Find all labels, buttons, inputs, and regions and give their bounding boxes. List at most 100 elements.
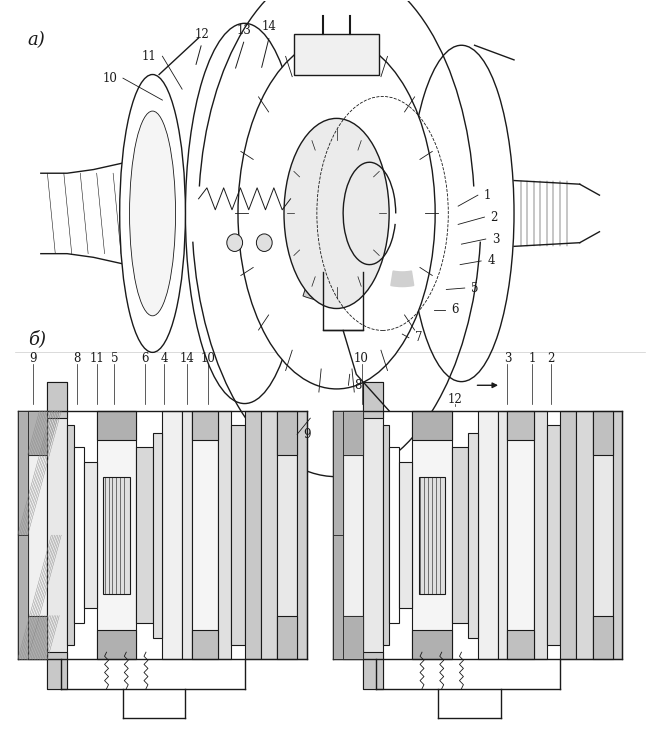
Text: 10: 10 bbox=[201, 352, 215, 365]
Text: 1: 1 bbox=[484, 189, 492, 202]
Bar bbox=[498, 411, 508, 659]
Bar bbox=[343, 411, 363, 455]
Bar bbox=[363, 382, 383, 688]
Bar bbox=[593, 411, 612, 659]
Text: 12: 12 bbox=[447, 393, 462, 407]
Circle shape bbox=[256, 234, 272, 252]
Bar bbox=[343, 616, 363, 659]
Bar bbox=[277, 411, 297, 455]
Bar bbox=[96, 411, 136, 440]
Bar bbox=[576, 411, 593, 659]
Bar bbox=[48, 382, 67, 688]
Bar bbox=[593, 616, 612, 659]
Bar bbox=[245, 411, 261, 659]
Bar bbox=[412, 411, 451, 659]
Text: 9: 9 bbox=[303, 428, 311, 441]
Bar bbox=[478, 411, 498, 659]
Bar bbox=[162, 411, 182, 659]
Bar bbox=[96, 411, 136, 659]
Bar bbox=[333, 411, 343, 659]
Bar bbox=[399, 462, 412, 608]
Text: 6: 6 bbox=[141, 352, 149, 365]
Bar bbox=[412, 631, 451, 659]
Bar bbox=[389, 448, 399, 623]
Bar bbox=[451, 448, 468, 623]
Bar bbox=[333, 411, 343, 535]
Bar bbox=[152, 433, 162, 638]
Text: 4: 4 bbox=[487, 255, 495, 267]
Text: б): б) bbox=[28, 330, 46, 349]
Ellipse shape bbox=[119, 75, 185, 352]
Bar bbox=[28, 616, 48, 659]
Bar bbox=[612, 411, 622, 659]
Bar bbox=[534, 411, 547, 659]
Bar bbox=[363, 653, 383, 688]
Text: 10: 10 bbox=[102, 72, 117, 84]
Text: 11: 11 bbox=[89, 352, 104, 365]
Bar bbox=[343, 616, 363, 659]
Bar bbox=[261, 411, 277, 659]
Bar bbox=[294, 34, 379, 75]
Bar bbox=[18, 411, 28, 659]
Bar bbox=[84, 462, 96, 608]
Bar bbox=[218, 411, 232, 659]
Text: 6: 6 bbox=[451, 303, 459, 316]
Bar bbox=[333, 535, 343, 659]
Bar bbox=[28, 411, 48, 659]
Bar bbox=[136, 448, 152, 623]
Bar bbox=[182, 411, 192, 659]
Bar bbox=[192, 411, 218, 440]
Text: 9: 9 bbox=[29, 352, 37, 365]
Bar bbox=[343, 411, 363, 455]
Bar bbox=[96, 631, 136, 659]
Bar bbox=[508, 411, 534, 659]
Text: 1: 1 bbox=[529, 352, 536, 365]
Bar bbox=[103, 476, 129, 594]
Text: 10: 10 bbox=[354, 352, 369, 365]
Wedge shape bbox=[391, 271, 414, 286]
Bar bbox=[277, 411, 297, 659]
Bar bbox=[468, 433, 478, 638]
Ellipse shape bbox=[238, 38, 435, 389]
Bar bbox=[67, 426, 74, 645]
Text: 12: 12 bbox=[195, 28, 209, 41]
Bar bbox=[593, 411, 612, 455]
Bar bbox=[192, 631, 218, 659]
Text: 13: 13 bbox=[237, 24, 252, 37]
Bar bbox=[232, 426, 245, 645]
Bar bbox=[297, 411, 307, 659]
Bar bbox=[277, 616, 297, 659]
Bar bbox=[508, 411, 534, 440]
Text: 2: 2 bbox=[547, 352, 554, 365]
Text: 4: 4 bbox=[160, 352, 168, 365]
Ellipse shape bbox=[129, 111, 176, 316]
Circle shape bbox=[227, 234, 243, 252]
Bar bbox=[28, 616, 48, 659]
Bar bbox=[343, 411, 363, 659]
Bar bbox=[560, 411, 576, 659]
Bar bbox=[383, 426, 389, 645]
Bar bbox=[508, 631, 534, 659]
Bar bbox=[18, 535, 28, 659]
Wedge shape bbox=[303, 279, 357, 301]
Text: 7: 7 bbox=[415, 331, 422, 344]
Text: 2: 2 bbox=[490, 211, 498, 224]
Text: 11: 11 bbox=[142, 50, 156, 62]
Bar bbox=[18, 411, 28, 535]
Text: а): а) bbox=[28, 31, 46, 48]
Text: 3: 3 bbox=[492, 233, 500, 246]
Text: 14: 14 bbox=[180, 352, 195, 365]
Text: 5: 5 bbox=[471, 282, 478, 294]
Bar bbox=[547, 426, 560, 645]
Text: 5: 5 bbox=[111, 352, 118, 365]
Text: 8: 8 bbox=[73, 352, 81, 365]
Bar bbox=[363, 382, 383, 418]
Bar bbox=[418, 476, 445, 594]
Text: 3: 3 bbox=[504, 352, 512, 365]
Bar bbox=[48, 653, 67, 688]
Text: 8: 8 bbox=[354, 379, 362, 392]
Bar bbox=[412, 411, 451, 440]
Bar bbox=[192, 411, 218, 659]
Ellipse shape bbox=[284, 118, 389, 308]
Bar bbox=[74, 448, 84, 623]
